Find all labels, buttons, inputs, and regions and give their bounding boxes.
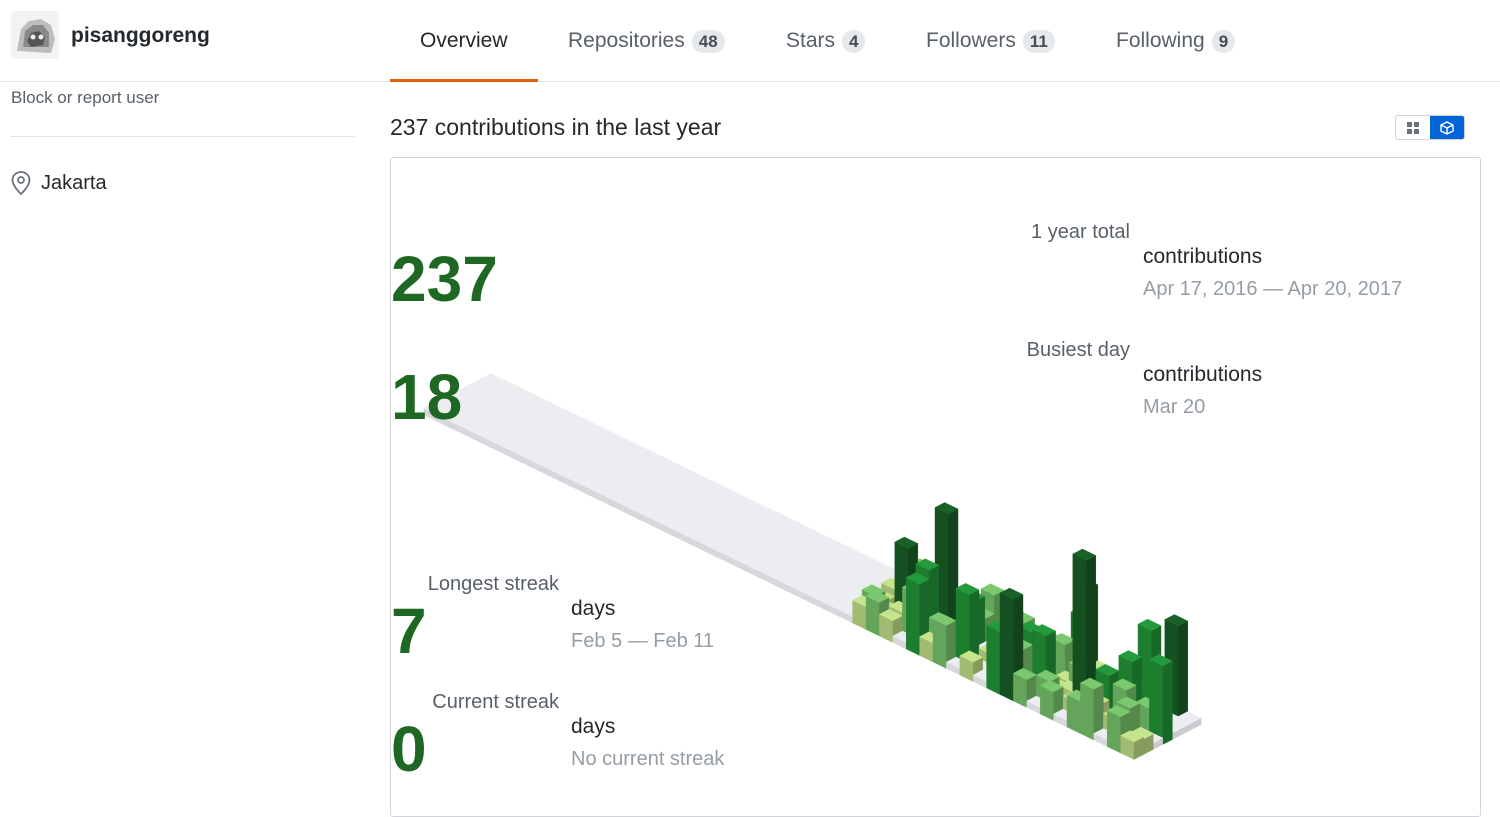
stat-label: 1 year total: [1031, 221, 1130, 243]
calendar-cell-face: [1137, 618, 1162, 631]
tab-label: Overview: [420, 29, 508, 52]
location-pin-icon: [11, 171, 31, 196]
stat-label: Longest streak: [427, 573, 559, 595]
calendar-cell-face: [1032, 624, 1057, 637]
calendar-cell-face: [1012, 667, 1037, 680]
calendar-cell-face: [1080, 682, 1094, 741]
stat-range: Mar 20: [1143, 396, 1206, 418]
stat-range: Feb 5 — Feb 11: [571, 630, 715, 652]
calendar-cell-face: [1120, 730, 1145, 743]
calendar-cell-face: [986, 625, 1001, 695]
calendar-cell-face: [999, 587, 1024, 600]
grid-icon: [1407, 121, 1419, 134]
calendar-cell-face: [1148, 654, 1173, 667]
stat-unit: days: [571, 597, 616, 620]
calendar-cell-face: [955, 583, 980, 596]
tab-overview[interactable]: Overview: [420, 0, 508, 82]
tab-repositories[interactable]: Repositories 48: [568, 0, 725, 82]
tab-label: Repositories: [568, 29, 685, 52]
calendar-cell-face: [1072, 548, 1097, 561]
calendar-cell-face: [1106, 705, 1131, 718]
stat-number: 18: [391, 361, 463, 433]
cube-icon: [1440, 120, 1454, 135]
tab-label: Following: [1116, 29, 1205, 52]
calendar-cell-face: [894, 536, 919, 549]
contributions-heading: 237 contributions in the last year: [390, 114, 722, 140]
calendar-cell-face: [1079, 677, 1104, 690]
calendar-cell-face: [932, 613, 957, 626]
calendar-cell-face: [934, 502, 959, 515]
isometric-contribution-calendar: [423, 373, 1202, 760]
tab-label: Stars: [786, 29, 836, 52]
calendar-cell-face: [878, 609, 903, 622]
calendar-cell-face: [1039, 680, 1064, 693]
calendar-cell-face: [1118, 650, 1143, 663]
calendar-cell-face: [1066, 694, 1081, 734]
stat-number: 0: [391, 713, 427, 785]
calendar-cell-face: [1164, 614, 1189, 627]
calendar-cell-face: [906, 577, 920, 656]
tab-counter: 48: [691, 29, 725, 53]
stat-number: 7: [391, 595, 427, 667]
calendar-cell-face: [865, 590, 890, 603]
stat-range: Apr 17, 2016 — Apr 20, 2017: [1143, 278, 1403, 300]
stat-label: Current streak: [432, 691, 559, 713]
tab-stars[interactable]: Stars 4: [786, 0, 866, 82]
stat-unit: days: [571, 715, 616, 738]
view-toggle: [1395, 115, 1465, 140]
tab-counter: 9: [1211, 29, 1236, 53]
contribution-panel: 1 year total 237 contributions Apr 17, 2…: [390, 157, 1481, 817]
stat-label: Busiest day: [1026, 339, 1130, 361]
selected-tab-underline: [390, 79, 538, 82]
calendar-cell-face: [1178, 620, 1188, 724]
calendar-cell-face: [1107, 710, 1121, 754]
calendar-cell-face: [1116, 696, 1141, 709]
avatar[interactable]: [11, 11, 59, 59]
tab-counter: 11: [1022, 29, 1055, 53]
tab-counter: 4: [842, 29, 866, 53]
stat-unit: contributions: [1143, 363, 1263, 386]
calendar-cell-face: [1112, 678, 1137, 691]
stat-range: No current streak: [571, 748, 725, 770]
grid-view-button[interactable]: [1396, 116, 1430, 139]
profile-username[interactable]: pisanggoreng: [71, 24, 210, 47]
calendar-cell-face: [905, 572, 930, 585]
stat-unit: contributions: [1143, 245, 1263, 268]
calendar-cell-face: [999, 592, 1014, 702]
calendar-cell-face: [932, 618, 947, 669]
tab-label: Followers: [926, 29, 1016, 52]
calendar-cell-face: [865, 595, 880, 637]
location-text: Jakarta: [41, 171, 107, 194]
tab-followers[interactable]: Followers 11: [926, 0, 1055, 82]
stat-number: 237: [391, 243, 498, 315]
calendar-cell-face: [915, 558, 940, 571]
block-report-link[interactable]: Block or report user: [11, 88, 160, 107]
calendar-cell-face: [1149, 659, 1163, 745]
calendar-cell-face: [1095, 664, 1120, 677]
sidebar-divider: [10, 136, 355, 137]
calendar-cell-face: [980, 583, 1005, 596]
cube-view-button[interactable]: [1430, 116, 1464, 139]
profile-location: Jakarta: [10, 170, 107, 196]
calendar-cell-face: [959, 650, 984, 663]
profile-nav-bar: pisanggoreng Overview Repositories 48 St…: [0, 0, 1500, 82]
tab-following[interactable]: Following 9: [1116, 0, 1236, 82]
calendar-cell-face: [1162, 660, 1173, 745]
